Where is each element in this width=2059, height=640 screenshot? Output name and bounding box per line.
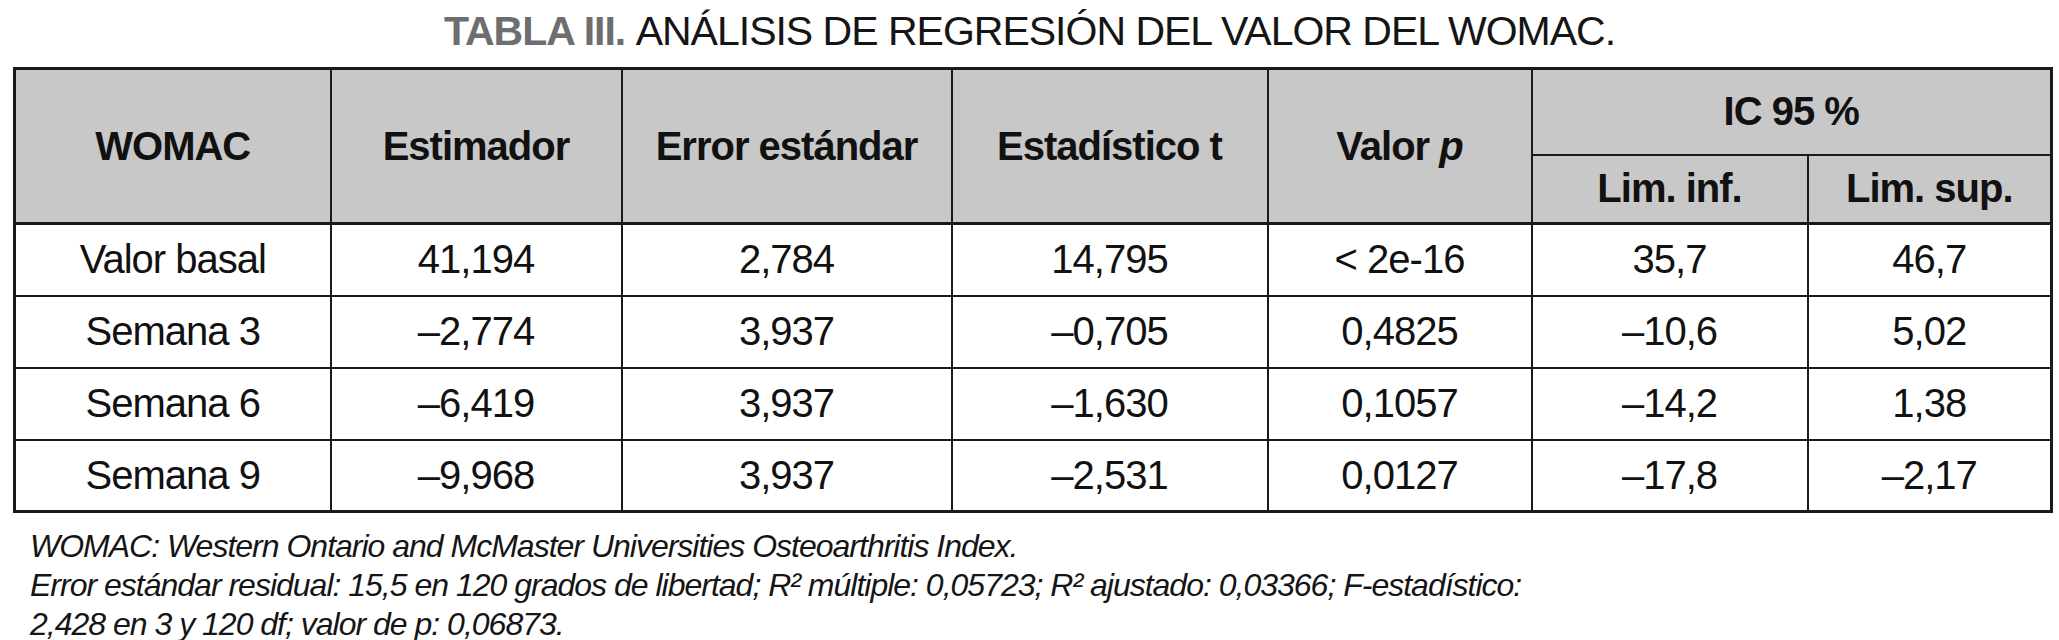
table-row-semana-9: Semana 9 –9,968 3,937 –2,531 0,0127 –17,… xyxy=(15,440,2052,512)
col-header-lim-inf: Lim. inf. xyxy=(1532,155,1808,224)
cell-estadistico-t: –0,705 xyxy=(952,296,1268,368)
col-header-ic95: IC 95 % xyxy=(1532,69,2052,155)
col-header-lim-sup: Lim. sup. xyxy=(1808,155,2052,224)
cell-estimador: 41,194 xyxy=(331,224,622,296)
cell-lim-sup: 1,38 xyxy=(1808,368,2052,440)
cell-error-estandar: 3,937 xyxy=(622,440,952,512)
cell-lim-sup: –2,17 xyxy=(1808,440,2052,512)
cell-estimador: –9,968 xyxy=(331,440,622,512)
cell-error-estandar: 3,937 xyxy=(622,368,952,440)
row-label: Semana 9 xyxy=(15,440,331,512)
table-figure: TABLA III. ANÁLISIS DE REGRESIÓN DEL VAL… xyxy=(0,0,2059,640)
cell-valor-p: 0,0127 xyxy=(1268,440,1532,512)
cell-lim-inf: 35,7 xyxy=(1532,224,1808,296)
cell-estadistico-t: 14,795 xyxy=(952,224,1268,296)
cell-valor-p: < 2e-16 xyxy=(1268,224,1532,296)
row-label: Valor basal xyxy=(15,224,331,296)
table-title: TABLA III. ANÁLISIS DE REGRESIÓN DEL VAL… xyxy=(0,0,2059,55)
table-body: Valor basal 41,194 2,784 14,795 < 2e-16 … xyxy=(15,224,2052,512)
row-label: Semana 3 xyxy=(15,296,331,368)
table-number-label: TABLA III. xyxy=(444,8,625,54)
valor-p-symbol: p xyxy=(1439,124,1462,168)
table-row-semana-6: Semana 6 –6,419 3,937 –1,630 0,1057 –14,… xyxy=(15,368,2052,440)
footnote-womac-definition: WOMAC: Western Ontario and McMaster Univ… xyxy=(30,527,2059,565)
col-header-estimador: Estimador xyxy=(331,69,622,224)
footnote-regression-stats-line1: Error estándar residual: 15,5 en 120 gra… xyxy=(30,566,2059,604)
cell-estimador: –2,774 xyxy=(331,296,622,368)
col-header-error-estandar: Error estándar xyxy=(622,69,952,224)
cell-lim-inf: –10,6 xyxy=(1532,296,1808,368)
table-row-valor-basal: Valor basal 41,194 2,784 14,795 < 2e-16 … xyxy=(15,224,2052,296)
table-title-text: ANÁLISIS DE REGRESIÓN DEL VALOR DEL WOMA… xyxy=(636,8,1615,54)
cell-estadistico-t: –2,531 xyxy=(952,440,1268,512)
regression-table: WOMAC Estimador Error estándar Estadísti… xyxy=(13,67,2053,513)
footnotes: WOMAC: Western Ontario and McMaster Univ… xyxy=(30,527,2059,640)
footnote-regression-stats-line2: 2,428 en 3 y 120 df; valor de p: 0,06873… xyxy=(30,605,2059,640)
col-header-estadistico-t: Estadístico t xyxy=(952,69,1268,224)
valor-p-word: Valor xyxy=(1336,124,1429,168)
cell-error-estandar: 2,784 xyxy=(622,224,952,296)
col-header-womac: WOMAC xyxy=(15,69,331,224)
table-header: WOMAC Estimador Error estándar Estadísti… xyxy=(15,69,2052,224)
cell-lim-sup: 46,7 xyxy=(1808,224,2052,296)
cell-valor-p: 0,1057 xyxy=(1268,368,1532,440)
cell-lim-inf: –14,2 xyxy=(1532,368,1808,440)
cell-valor-p: 0,4825 xyxy=(1268,296,1532,368)
cell-lim-inf: –17,8 xyxy=(1532,440,1808,512)
cell-estadistico-t: –1,630 xyxy=(952,368,1268,440)
table-row-semana-3: Semana 3 –2,774 3,937 –0,705 0,4825 –10,… xyxy=(15,296,2052,368)
cell-estimador: –6,419 xyxy=(331,368,622,440)
col-header-valor-p: Valor p xyxy=(1268,69,1532,224)
cell-lim-sup: 5,02 xyxy=(1808,296,2052,368)
row-label: Semana 6 xyxy=(15,368,331,440)
cell-error-estandar: 3,937 xyxy=(622,296,952,368)
